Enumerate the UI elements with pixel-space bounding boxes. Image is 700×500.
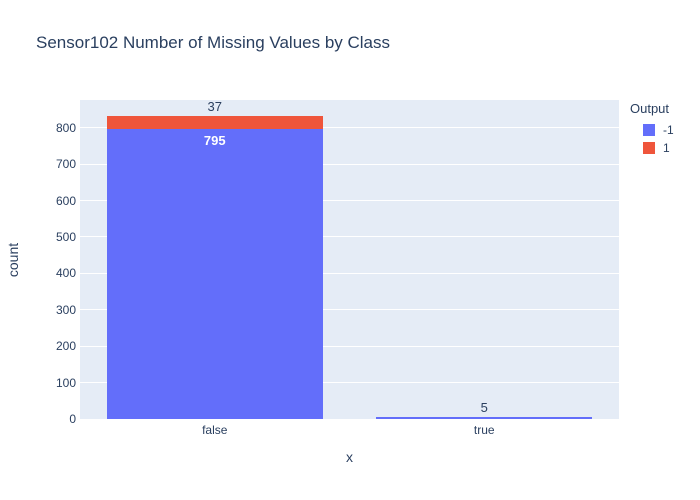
y-tick-label: 800 [55, 120, 76, 135]
legend-item-1[interactable]: 1 [630, 139, 674, 157]
gridline [80, 200, 619, 201]
plot-area[interactable]: 795 37 5 [80, 99, 619, 420]
gridline [80, 272, 619, 274]
y-tick-label: 100 [55, 375, 76, 390]
y-axis-title: count [5, 242, 21, 278]
bar-value-label: 37 [207, 99, 222, 115]
legend-item-label: -1 [663, 123, 674, 137]
y-tick-label: 700 [55, 157, 76, 172]
legend-item--1[interactable]: -1 [630, 121, 674, 139]
bar-value-label: 5 [480, 400, 488, 416]
gridline [80, 309, 619, 311]
y-tick-label: 0 [69, 412, 76, 426]
legend-item-label: 1 [663, 141, 670, 155]
x-tick-label: true [473, 423, 495, 437]
bar-segment-false--1[interactable] [106, 129, 323, 419]
gridline [80, 382, 619, 384]
x-axis-title: x [346, 449, 353, 465]
chart-title: Sensor102 Number of Missing Values by Cl… [36, 33, 391, 52]
legend-title: Output [630, 101, 670, 116]
legend-swatch-icon [643, 124, 655, 136]
gridline [80, 345, 619, 347]
y-tick-label: 600 [55, 193, 76, 208]
y-tick-label: 300 [55, 302, 76, 317]
gridline [80, 236, 619, 238]
bar-segment-false-1[interactable] [106, 116, 323, 130]
gridline [80, 127, 619, 129]
y-tick-label: 400 [55, 266, 76, 281]
legend: Output -1 1 [630, 101, 674, 157]
bar-segment-true--1[interactable] [376, 417, 593, 420]
y-tick-label: 200 [55, 339, 76, 354]
x-tick-label: false [202, 423, 228, 437]
gridline [80, 163, 619, 165]
y-tick-label: 500 [55, 229, 76, 244]
legend-swatch-icon [643, 142, 655, 154]
bar-value-label: 795 [203, 133, 226, 149]
